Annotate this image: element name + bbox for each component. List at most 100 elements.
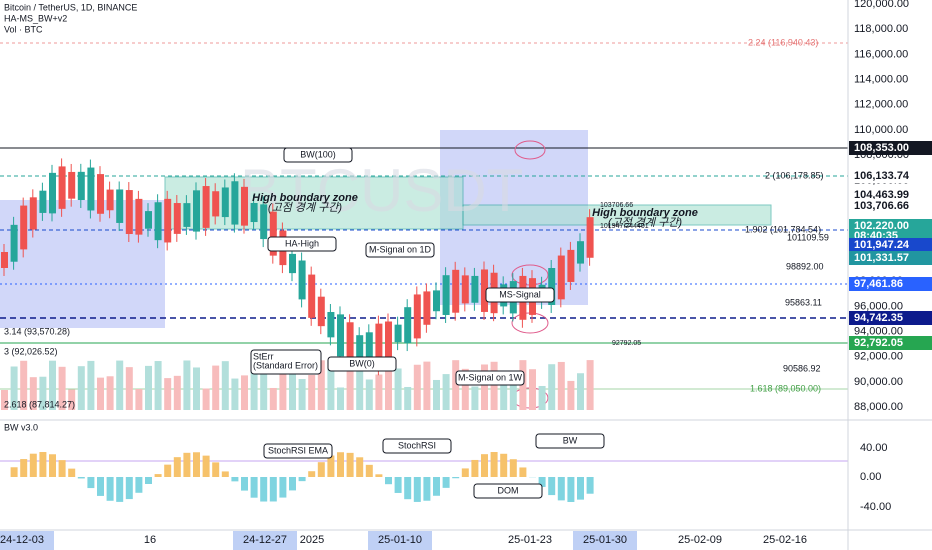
candle bbox=[10, 224, 18, 262]
candle bbox=[145, 211, 152, 229]
candle bbox=[212, 191, 220, 217]
candle bbox=[308, 274, 316, 318]
volume-bar bbox=[442, 374, 450, 410]
price-tag-label: 97,461.86 bbox=[854, 278, 903, 290]
volume-bar bbox=[385, 360, 392, 410]
volume-bar bbox=[586, 360, 594, 410]
price-tag-label: 92,792.05 bbox=[854, 337, 903, 349]
indicator: HA-MS_BW+v2 bbox=[4, 13, 67, 23]
osc-bar bbox=[135, 477, 143, 493]
osc-bar bbox=[433, 477, 440, 496]
candle bbox=[58, 166, 66, 209]
level-label: 95863.11 bbox=[785, 297, 822, 307]
osc-bar bbox=[231, 477, 239, 482]
osc-bar bbox=[375, 474, 383, 477]
volume-bar bbox=[279, 365, 287, 410]
volume-bar bbox=[77, 366, 85, 410]
candle bbox=[1, 252, 8, 268]
volume-bar bbox=[548, 364, 556, 410]
callout-label: DOM bbox=[498, 485, 519, 495]
lower-tick-label: -40.00 bbox=[860, 501, 891, 513]
callout-label: (Standard Error) bbox=[253, 360, 318, 370]
candle bbox=[337, 314, 344, 357]
osc-bar bbox=[481, 454, 488, 477]
candle bbox=[423, 291, 431, 325]
candle bbox=[289, 253, 296, 274]
volume-bar bbox=[1, 390, 8, 410]
candle bbox=[471, 275, 479, 303]
price-tag bbox=[849, 251, 932, 265]
time-label: 25-02-16 bbox=[763, 534, 807, 546]
candle bbox=[20, 205, 28, 250]
level-label: 3.14 (93,570.28) bbox=[4, 326, 70, 336]
candle bbox=[39, 190, 47, 213]
time-highlight bbox=[368, 531, 432, 550]
candle bbox=[394, 324, 402, 343]
volume-bar bbox=[241, 375, 248, 410]
zone-sub: (고점 경계 구간) bbox=[268, 201, 342, 214]
candle bbox=[317, 296, 325, 327]
price-tag bbox=[849, 238, 932, 252]
candle bbox=[461, 275, 469, 304]
symbol: Bitcoin / TetherUS, 1D, BINANCE bbox=[4, 2, 137, 12]
candle bbox=[87, 167, 95, 211]
volume-bar bbox=[423, 361, 431, 410]
osc-bar bbox=[423, 477, 431, 501]
price-tag bbox=[849, 336, 932, 350]
time-label: 16 bbox=[144, 534, 156, 546]
candle bbox=[116, 189, 124, 223]
level-label: 2.618 (87,814.27) bbox=[4, 399, 75, 409]
time-label: 25-02-09 bbox=[678, 534, 722, 546]
osc-bar bbox=[509, 459, 517, 477]
osc-bar bbox=[452, 477, 460, 479]
time-label: 25-01-10 bbox=[378, 534, 422, 546]
price-tag bbox=[849, 311, 932, 325]
candle bbox=[481, 269, 488, 312]
level-label: 103706.66 bbox=[600, 202, 633, 209]
time-highlight bbox=[0, 531, 54, 550]
osc-bar bbox=[212, 462, 220, 477]
osc-bar bbox=[193, 452, 200, 477]
candle bbox=[567, 249, 575, 282]
volume-bar bbox=[87, 360, 95, 410]
osc-bar bbox=[500, 453, 508, 477]
osc-bar bbox=[356, 457, 364, 477]
volume-bar bbox=[68, 389, 76, 410]
price-tick-label: 90,000.00 bbox=[854, 376, 903, 388]
candle bbox=[193, 190, 200, 232]
osc-bar bbox=[58, 460, 66, 477]
volume-bar bbox=[471, 386, 479, 410]
candle bbox=[557, 255, 565, 300]
price-tag bbox=[849, 169, 932, 183]
volume-bar bbox=[260, 367, 268, 410]
osc-bar bbox=[164, 464, 172, 477]
price-tag bbox=[849, 188, 932, 202]
callout-label: StochRSI bbox=[398, 440, 436, 450]
callout-box bbox=[267, 236, 337, 252]
candle bbox=[154, 202, 162, 241]
volume-bar bbox=[97, 377, 104, 410]
candle bbox=[586, 217, 594, 258]
volume-bar bbox=[269, 387, 277, 410]
lower-title: BW v3.0 bbox=[4, 422, 38, 432]
volume-bar bbox=[173, 375, 181, 410]
osc-bar bbox=[404, 477, 412, 500]
callout-box bbox=[382, 438, 452, 454]
candle bbox=[327, 312, 335, 338]
callout-label: StErr bbox=[253, 351, 274, 361]
volume-bar bbox=[145, 365, 152, 410]
candle bbox=[77, 171, 85, 201]
osc-bar bbox=[20, 459, 28, 477]
zone-title: High boundary zone bbox=[592, 207, 698, 219]
volume-bar bbox=[58, 366, 66, 410]
osc-bar bbox=[29, 453, 37, 477]
volume-bar bbox=[481, 364, 488, 410]
osc-bar bbox=[327, 455, 335, 477]
osc-bar bbox=[289, 477, 296, 491]
volume-bar bbox=[356, 361, 364, 410]
price-tag-label: 108,353.00 bbox=[854, 142, 909, 154]
callout-label: BW(0) bbox=[349, 358, 375, 368]
time-label: 24-12-03 bbox=[0, 534, 44, 546]
volume-bar bbox=[221, 361, 229, 410]
candle bbox=[183, 203, 191, 227]
